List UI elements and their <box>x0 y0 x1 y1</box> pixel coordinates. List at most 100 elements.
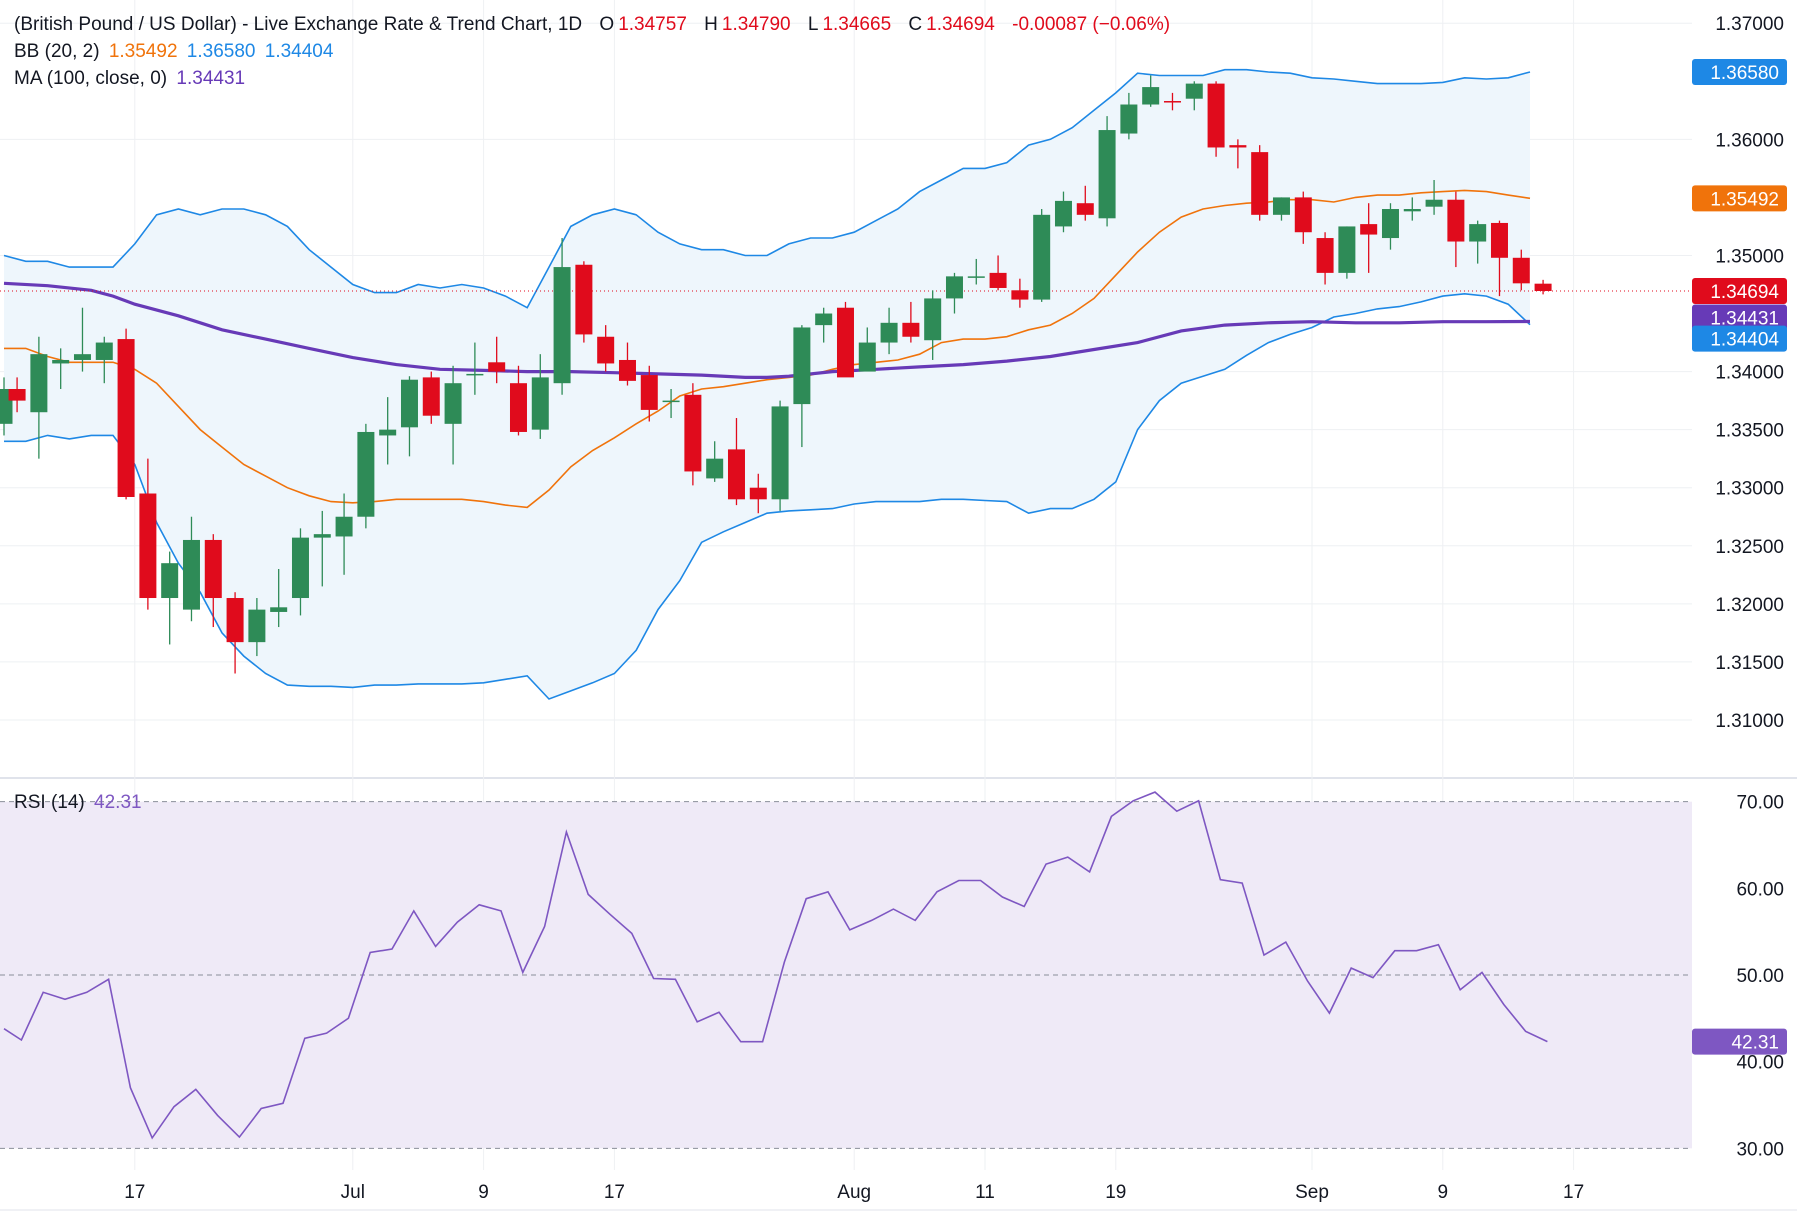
candle-body <box>989 272 1007 288</box>
candle-up <box>1338 226 1356 279</box>
candle-up <box>793 325 811 448</box>
candle-body <box>1490 222 1508 258</box>
candle-body <box>509 383 527 432</box>
bollinger-bands <box>3 68 1531 700</box>
candle-down <box>727 418 745 506</box>
rsi-tick-label: 30.00 <box>1736 1139 1784 1160</box>
time-tick-label: Jul <box>341 1182 365 1203</box>
candle-down <box>618 342 636 386</box>
rsi-tick-label: 50.00 <box>1736 966 1784 987</box>
candle-up <box>400 376 418 457</box>
candle-body <box>1142 87 1160 105</box>
candle-up <box>161 551 179 645</box>
candle-body <box>1512 257 1530 284</box>
candle-up <box>335 493 353 575</box>
candle-down <box>989 255 1007 291</box>
price-tick-label: 1.31500 <box>1715 653 1784 674</box>
candle-up <box>553 238 571 395</box>
price-tick-label: 1.31000 <box>1715 711 1784 732</box>
time-tick-label: 17 <box>1563 1182 1584 1203</box>
candle-body <box>117 339 135 497</box>
candle-down <box>1512 249 1530 291</box>
change-value: -0.00087 (−0.06%) <box>1012 14 1171 35</box>
candle-up <box>357 423 375 529</box>
time-axis: 17 Jul 9 17 Aug 11 19 Sep 9 17 <box>124 1182 1584 1203</box>
candle-body <box>95 342 113 360</box>
candle-body <box>30 354 48 413</box>
price-tag-bg <box>1692 325 1787 352</box>
candle-body <box>1403 209 1421 212</box>
candle-up <box>1403 197 1421 221</box>
candle-up <box>967 258 985 285</box>
candle-down <box>117 328 135 500</box>
candle-body <box>858 342 876 372</box>
candle-down <box>1316 232 1334 285</box>
candle-body <box>1294 197 1312 233</box>
candle-down <box>1011 278 1029 308</box>
price-tag-ma: 1.34431 <box>1692 304 1787 331</box>
candle-up <box>1120 92 1138 140</box>
candle-body <box>1469 224 1487 242</box>
candle-down <box>1207 81 1225 157</box>
candle-down <box>1360 203 1378 273</box>
price-tag-bg <box>1692 277 1787 304</box>
price-tag-bg <box>1692 58 1787 85</box>
bb-fill <box>4 69 1530 699</box>
price-tag-bg <box>1692 185 1787 212</box>
candlesticks <box>0 75 1552 674</box>
candle-down <box>597 325 615 372</box>
rsi-value: 42.31 <box>94 792 142 813</box>
candle-body <box>291 537 309 599</box>
time-tick-label: 9 <box>478 1182 489 1203</box>
time-tick-label: 17 <box>604 1182 625 1203</box>
price-tag-label: 1.36580 <box>1710 63 1779 84</box>
price-tag-bb-upper: 1.36580 <box>1692 58 1787 85</box>
candle-up <box>662 389 680 419</box>
bb-upper-line <box>3 68 1531 309</box>
ma-line <box>3 281 1531 379</box>
candle-body <box>335 516 353 537</box>
bb-legend: BB (20, 2) 1.35492 1.36580 1.34404 <box>14 41 337 63</box>
candle-body <box>444 383 462 424</box>
candle-up <box>1185 81 1203 111</box>
candle-up <box>270 568 288 628</box>
price-axis: 1.37000 1.36000 1.35000 1.34000 1.33500 1.330… <box>1715 14 1784 1160</box>
candle-down <box>1534 279 1552 295</box>
candle-up <box>1054 191 1072 233</box>
time-tick-label: 11 <box>975 1182 995 1203</box>
candle-body <box>1229 145 1247 148</box>
candle-body <box>1120 104 1138 134</box>
candle-body <box>836 307 854 378</box>
open-label: O <box>599 14 615 35</box>
candle-up <box>880 307 898 355</box>
candle-body <box>575 264 593 335</box>
candle-body <box>8 389 26 401</box>
rsi-tag-label: 42.31 <box>1731 1033 1779 1054</box>
candle-up <box>30 336 48 459</box>
chart-title: (British Pound / US Dollar) - Live Excha… <box>14 14 583 35</box>
candle-up <box>1033 209 1051 302</box>
candle-body <box>640 375 658 410</box>
candle-up <box>945 272 963 314</box>
candle-body <box>793 327 811 405</box>
rsi-tag-bg <box>1692 1028 1787 1055</box>
candle-body <box>1163 101 1181 103</box>
moving-average <box>0 281 1692 379</box>
ma-legend: MA (100, close, 0) 1.34431 <box>14 68 249 90</box>
candle-up <box>1381 203 1399 250</box>
candle-down <box>1251 145 1269 221</box>
candle-down <box>509 365 527 436</box>
candle-down <box>1447 191 1465 268</box>
candle-body <box>684 394 702 472</box>
candle-body <box>924 298 942 341</box>
bb-upper-value: 1.36580 <box>186 41 256 62</box>
candle-body <box>727 449 745 500</box>
price-tag-label: 1.34404 <box>1710 330 1779 351</box>
candle-body <box>945 276 963 299</box>
price-tag-label: 1.34694 <box>1710 282 1779 303</box>
time-tick-label: Sep <box>1295 1182 1329 1203</box>
close-value: 1.34694 <box>926 14 995 35</box>
candle-body <box>182 539 200 610</box>
